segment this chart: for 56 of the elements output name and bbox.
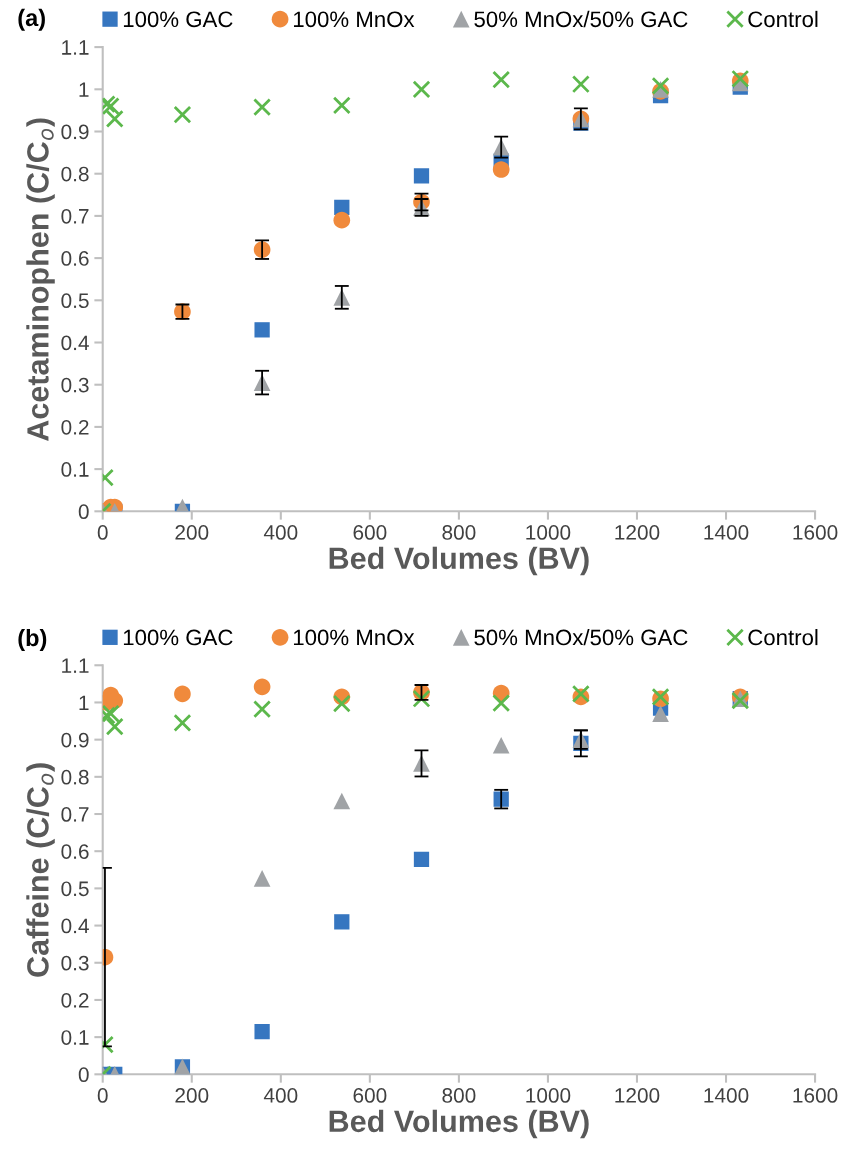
x-tick-label: 1200 (615, 525, 660, 540)
x-tick-label: 1600 (793, 1088, 838, 1103)
legend-label: 100% MnOx (293, 11, 415, 28)
y-tick-label: 0.9 (61, 732, 89, 748)
y-tick-label: 0.9 (61, 124, 89, 140)
legend-label: 50% MnOx/50% GAC (474, 10, 688, 28)
y-tick-label: 0.8 (61, 769, 89, 785)
y-tick-label: 0.7 (61, 208, 89, 224)
y-tick-label: 1 (79, 695, 89, 711)
y-tick-label: 0.1 (61, 462, 89, 477)
x-tick-label: 200 (175, 1088, 209, 1103)
y-tick-label: 0.3 (61, 955, 89, 971)
y-tick-label: 1 (79, 82, 89, 97)
y-tick-label: 1.1 (62, 40, 89, 55)
x-tick-label: 400 (263, 1088, 298, 1103)
x-tick-label: 200 (175, 525, 209, 540)
y-tick-label: 0 (78, 504, 89, 520)
x-tick-label: 800 (442, 1088, 476, 1103)
legend-label: 100% GAC (123, 11, 233, 28)
x-axis-title: Bed Volumes (BV) (329, 1109, 589, 1139)
legend-label: Control (748, 629, 818, 646)
y-tick-label: 0.5 (61, 881, 89, 897)
text: (a) (18, 8, 45, 31)
x-tick-label: 1200 (615, 1088, 660, 1103)
x-tick-label: 1400 (704, 525, 749, 540)
legend-label: 100% GAC (123, 629, 233, 646)
x-axis-title: Bed Volumes (BV) (329, 546, 589, 576)
y-tick-label: 0.6 (61, 844, 89, 859)
y-tick-label: 0.3 (61, 377, 89, 393)
x-tick-label: 1000 (526, 525, 571, 540)
x-tick-label: 600 (353, 1088, 387, 1103)
legend-label: 100% MnOx (293, 629, 415, 646)
legend-label: 50% MnOx/50% GAC (474, 629, 688, 646)
y-tick-label: 0.2 (61, 992, 89, 1008)
legend-label: Control (748, 10, 818, 28)
x-tick-label: 600 (353, 525, 387, 540)
x-tick-label: 0 (97, 525, 108, 540)
y-axis-title: Caffeine (C/C$_{o}$) (26, 763, 55, 977)
y-tick-label: 0.8 (61, 166, 89, 182)
y-tick-label: 0.5 (61, 293, 89, 309)
y-tick-label: 0.6 (61, 251, 89, 266)
y-tick-label: 0 (78, 1067, 89, 1083)
text: (b) (18, 628, 47, 651)
y-tick-label: 0.4 (61, 918, 89, 934)
x-tick-label: 400 (263, 525, 298, 540)
y-tick-label: 1.1 (62, 658, 89, 673)
x-tick-label: 0 (97, 1088, 108, 1103)
x-tick-label: 1400 (704, 1088, 749, 1103)
x-tick-label: 800 (442, 525, 476, 540)
x-tick-label: 1600 (793, 525, 838, 540)
y-tick-label: 0.1 (61, 1030, 89, 1045)
y-tick-label: 0.4 (61, 335, 89, 351)
y-axis-title: Acetaminophen (C/C$_{o}$) (26, 118, 55, 441)
y-tick-label: 0.2 (61, 419, 89, 435)
y-tick-label: 0.7 (61, 807, 89, 822)
x-tick-label: 1000 (526, 1088, 571, 1103)
